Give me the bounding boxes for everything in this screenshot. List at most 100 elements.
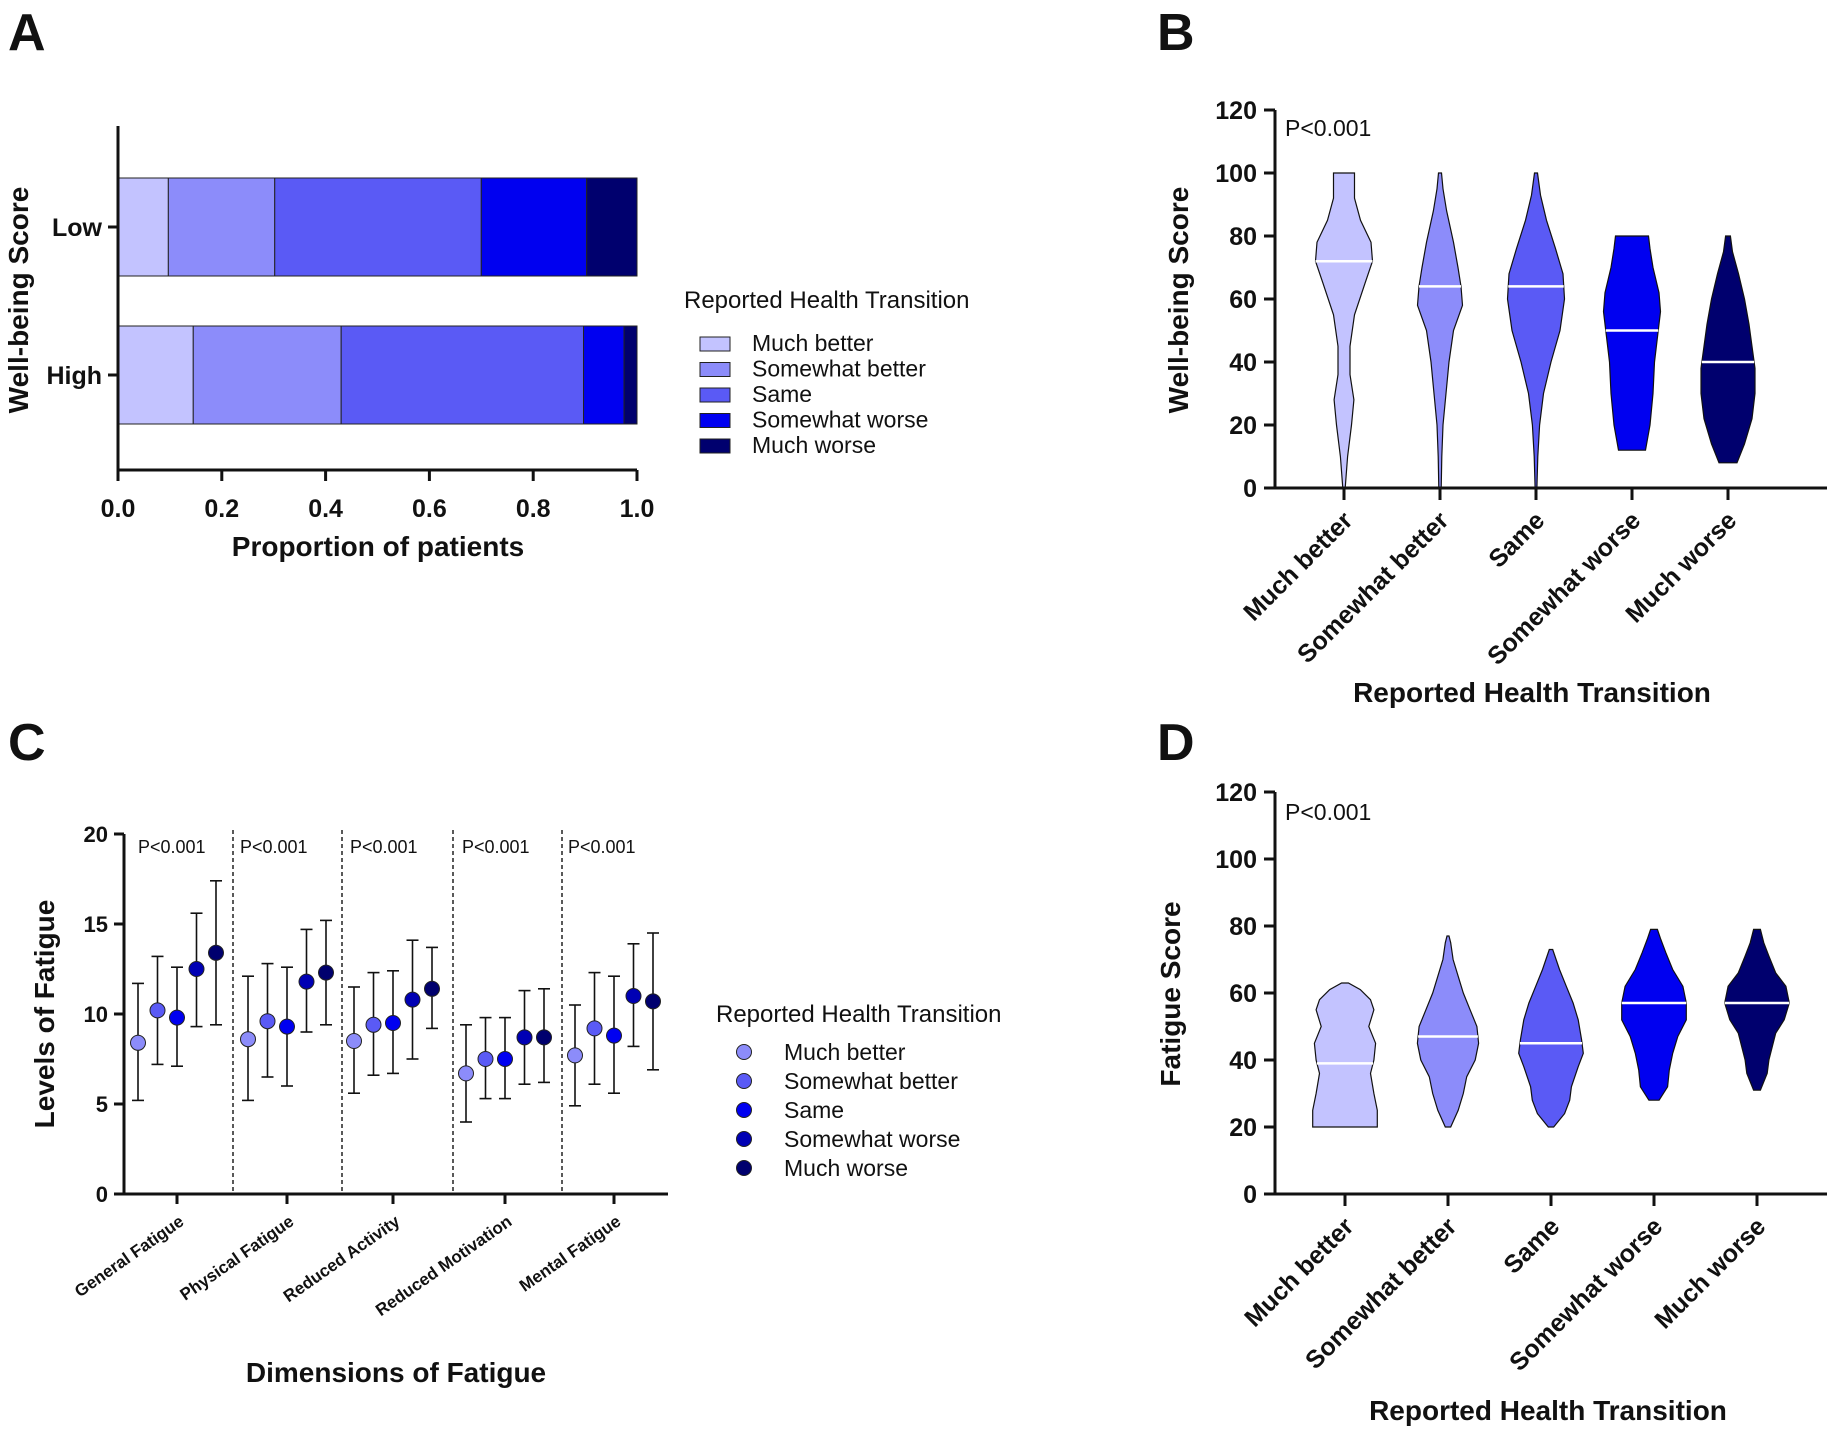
y-tick-label: 40 [1229, 349, 1257, 377]
bar-high-same [340, 325, 585, 425]
legend-swatch-same [699, 387, 731, 403]
violin-somewhat-better [1416, 172, 1464, 489]
legend-label-same: Same [752, 381, 812, 407]
x-tick-label-mental-fatigue: Mental Fatigue [516, 1212, 624, 1296]
x-tick-label: 0.0 [101, 495, 136, 523]
panel-b-x-axis-title: Reported Health Transition [1353, 677, 1711, 708]
panel-a-x-ticks: 0.0 0.2 0.4 0.6 0.8 1.0 [101, 470, 654, 523]
violin-somewhat-better [1416, 935, 1480, 1128]
violin-same [1506, 172, 1566, 489]
panel-c-p-values: P<0.001 P<0.001 P<0.001 P<0.001 P<0.001 [138, 837, 636, 857]
panel-c-legend: Much better Somewhat better Same Somewhat w… [736, 1039, 960, 1181]
panel-letter-d: D [1157, 714, 1195, 772]
point-reduced-motivation-somewhat-worse [516, 1029, 533, 1046]
panel-d-y-axis-title: Fatigue Score [1155, 901, 1186, 1086]
p-value-reduced-motivation: P<0.001 [462, 837, 530, 857]
panel-c-y-axis-title: Levels of Fatigue [29, 900, 60, 1129]
y-tick-label: 80 [1229, 223, 1257, 251]
bar-low-much-worse [586, 177, 638, 277]
y-tick-label: 10 [84, 1002, 108, 1027]
point-reduced-motivation-much-worse [536, 1029, 552, 1046]
p-value-physical-fatigue: P<0.001 [240, 837, 308, 857]
legend-label-much-better: Much better [784, 1039, 906, 1065]
p-value-general-fatigue: P<0.001 [138, 837, 206, 857]
point-reduced-motivation-much-better [458, 1065, 474, 1082]
x-tick-label: 0.2 [204, 495, 239, 523]
bar-low-somewhat-worse [480, 177, 588, 277]
y-tick-label-low: Low [52, 214, 103, 242]
panel-letter-a: A [8, 4, 46, 62]
y-tick-label: 20 [1229, 412, 1257, 440]
bar-high-somewhat-better [192, 325, 342, 425]
panel-a-stacked-bar-chart: 0.0 0.2 0.4 0.6 0.8 1.0 Low High Proportion of… [3, 126, 970, 562]
violin-much-better [1314, 172, 1374, 489]
panel-a-y-axis-title: Well-being Score [3, 187, 34, 414]
legend-label-much-worse: Much worse [752, 432, 876, 458]
legend-label-somewhat-worse: Somewhat worse [752, 407, 928, 433]
point-reduced-activity-much-worse [424, 980, 440, 997]
point-mental-fatigue-much-worse [645, 993, 661, 1010]
panel-b-y-ticks: 0 20 40 60 80 100 120 [1215, 97, 1275, 503]
panel-c-legend-title: Reported Health Transition [716, 1001, 1002, 1028]
legend-swatch-somewhat-worse [699, 413, 731, 428]
panel-b-p-value: P<0.001 [1285, 115, 1371, 141]
bar-high-somewhat-worse [583, 325, 625, 425]
y-tick-label: 120 [1215, 779, 1257, 807]
y-tick-label: 20 [84, 822, 108, 847]
y-tick-label: 100 [1215, 160, 1257, 188]
legend-swatch-much-worse [699, 438, 731, 454]
panel-d-x-axis-title: Reported Health Transition [1369, 1395, 1727, 1426]
bar-high-much-better [117, 325, 194, 425]
legend-label-same: Same [784, 1097, 844, 1123]
point-mental-fatigue-somewhat-worse [625, 988, 642, 1004]
panel-c-y-ticks: 0 5 10 15 20 [84, 822, 124, 1207]
panel-d-p-value: P<0.001 [1285, 799, 1371, 825]
point-reduced-activity-much-better [346, 1033, 362, 1049]
panel-a-y-ticks: Low High [46, 214, 118, 390]
panel-a-bars [117, 177, 638, 425]
x-tick-label-same: Same [1483, 506, 1550, 573]
legend-label-much-worse: Much worse [784, 1155, 908, 1181]
point-reduced-activity-same [385, 1015, 401, 1031]
panel-c-axes [122, 834, 668, 1196]
y-tick-label: 80 [1229, 913, 1257, 941]
point-general-fatigue-much-better [130, 1034, 146, 1051]
point-physical-fatigue-somewhat-better [259, 1013, 276, 1030]
y-tick-label-high: High [46, 362, 102, 390]
bar-low-much-better [117, 177, 169, 277]
point-general-fatigue-much-worse [208, 944, 224, 961]
point-physical-fatigue-much-worse [318, 964, 334, 981]
panel-letter-b: B [1157, 4, 1195, 62]
y-tick-label: 20 [1229, 1114, 1257, 1142]
panel-b-y-axis-title: Well-being Score [1163, 187, 1194, 414]
point-physical-fatigue-much-better [240, 1031, 256, 1048]
y-tick-label: 100 [1215, 846, 1257, 874]
panel-b-violins [1314, 172, 1756, 489]
legend-label-much-better: Much better [752, 330, 874, 356]
panel-letter-c: C [8, 714, 46, 772]
legend-swatch-somewhat-better [699, 362, 731, 377]
x-tick-label: 0.6 [412, 495, 447, 523]
y-tick-label: 0 [96, 1182, 108, 1207]
legend-marker-much-better [736, 1044, 752, 1060]
y-tick-label: 5 [96, 1092, 108, 1117]
y-tick-label: 60 [1229, 980, 1257, 1008]
panel-a-x-axis-title: Proportion of patients [232, 531, 524, 562]
x-tick-label: 0.4 [308, 495, 343, 523]
x-tick-label-much-worse: Much worse [1649, 1212, 1771, 1334]
point-physical-fatigue-same [279, 1018, 295, 1035]
bar-low-same [274, 177, 482, 277]
point-general-fatigue-same [169, 1009, 185, 1026]
y-tick-label: 60 [1229, 286, 1257, 314]
point-physical-fatigue-somewhat-worse [298, 973, 315, 990]
p-value-reduced-activity: P<0.001 [350, 837, 418, 857]
legend-label-somewhat-worse: Somewhat worse [784, 1126, 960, 1152]
violin-somewhat-worse [1621, 928, 1687, 1101]
violin-much-worse [1700, 235, 1756, 464]
